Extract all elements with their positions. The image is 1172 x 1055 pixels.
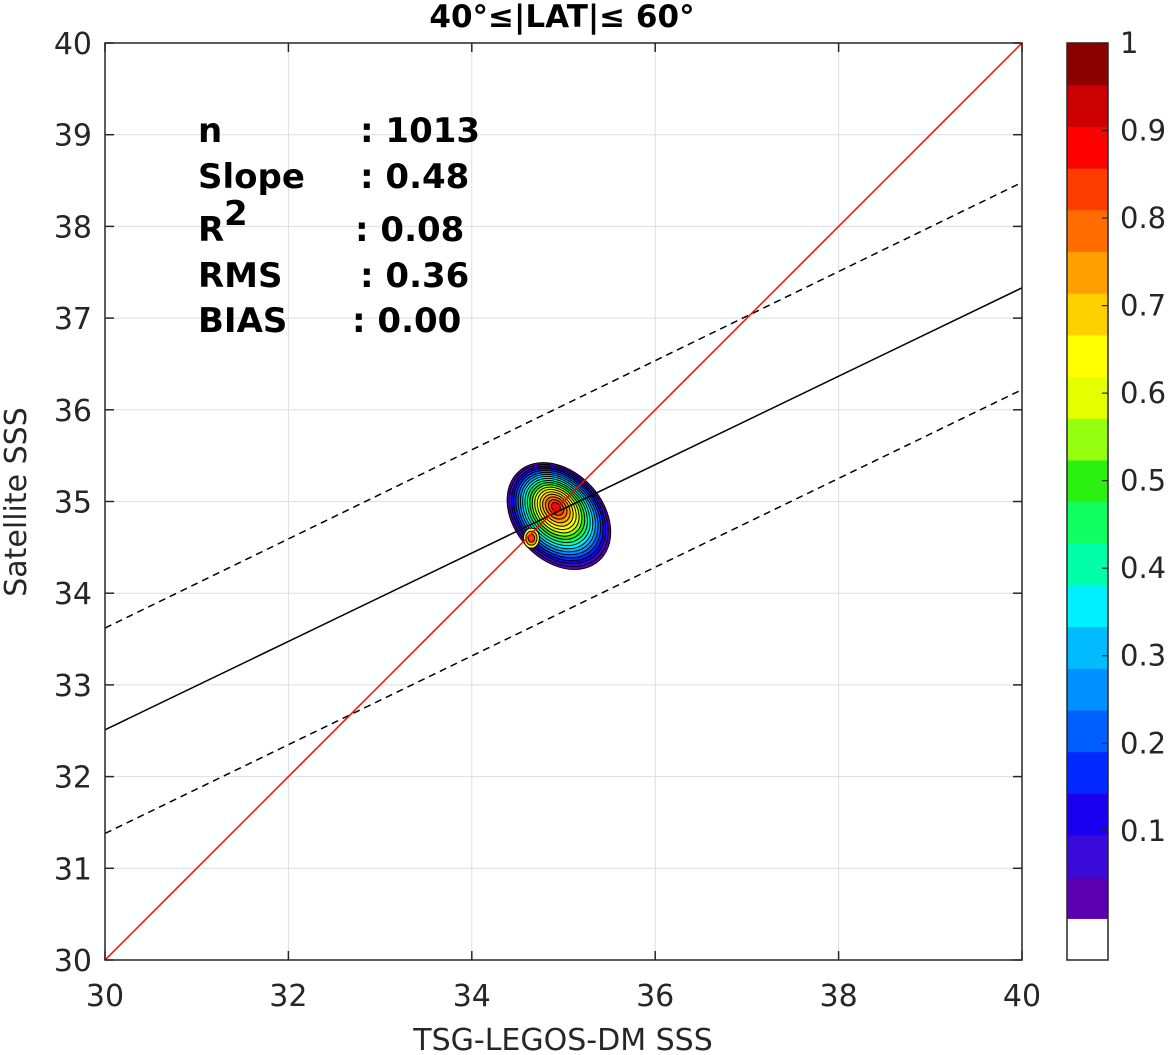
colorbar-tick-label: 0.2 [1120, 726, 1166, 760]
colorbar-tick-label: 0.7 [1120, 289, 1166, 323]
upper-bound-line [105, 181, 1022, 629]
colorbar-segment [1067, 376, 1108, 419]
x-axis-label: TSG-LEGOS-DM SSS [412, 1023, 713, 1055]
y-tick-label: 35 [54, 486, 92, 521]
colorbar-segment [1067, 834, 1108, 878]
y-tick-label: 36 [54, 394, 92, 429]
plot-frame [104, 42, 1023, 961]
stat-label-superscript: 2 [224, 194, 248, 234]
colorbar-segment [1067, 251, 1108, 294]
x-tick-label: 38 [820, 979, 858, 1014]
colorbar-segment [1067, 43, 1108, 86]
colorbar-segment [1067, 751, 1108, 794]
stat-label: BIAS [198, 301, 287, 341]
stat-value: : 0.48 [360, 157, 469, 197]
colorbar-segment [1067, 418, 1108, 461]
stat-label: n [198, 111, 222, 151]
colorbar-segment [1067, 126, 1108, 169]
colorbar-tick-label: 0.8 [1120, 201, 1166, 235]
colorbar-segment [1067, 543, 1108, 586]
grid [104, 42, 1023, 961]
stat-label: Slope [198, 157, 305, 197]
y-tick-label: 34 [54, 577, 92, 612]
x-tick-label: 40 [1003, 979, 1041, 1014]
x-tick-label: 30 [86, 979, 124, 1014]
colorbar-segment [1067, 84, 1108, 127]
stat-value: : 0.36 [360, 256, 469, 296]
colorbar-segment [1067, 168, 1108, 211]
y-tick-label: 31 [54, 852, 92, 887]
stat-value: : 0.00 [352, 301, 461, 341]
colorbar-segment [1067, 584, 1108, 628]
colorbar-segment [1067, 293, 1108, 336]
colorbar-tick-label: 0.9 [1120, 114, 1166, 148]
y-tick-label: 33 [54, 669, 92, 704]
y-tick-label: 30 [54, 944, 92, 979]
colorbar-segment [1067, 626, 1108, 669]
density-contours [506, 462, 612, 571]
x-tick-labels: 30 32 34 36 38 40 [86, 979, 1041, 1014]
stat-label: RMS [198, 256, 283, 296]
x-tick-label: 34 [453, 979, 491, 1014]
colorbar-frame [1066, 42, 1109, 961]
colorbar-segment [1067, 209, 1108, 253]
y-tick-labels: 30 31 32 33 34 35 36 37 38 39 40 [54, 27, 92, 979]
colorbar-segment [1067, 918, 1108, 961]
colorbar: 0.1 0.2 0.3 0.4 0.5 0.6 0.7 0.8 0.9 1 [1066, 26, 1166, 961]
colorbar-segment [1067, 334, 1108, 378]
stat-label: R [198, 210, 224, 250]
lower-bound-line [105, 388, 1022, 835]
colorbar-tick-label: 1 [1120, 26, 1138, 60]
colorbar-tick-label: 0.5 [1120, 464, 1166, 498]
x-tick-label: 36 [636, 979, 674, 1014]
colorbar-segment [1067, 876, 1108, 919]
y-tick-label: 40 [54, 27, 92, 62]
y-tick-label: 39 [54, 119, 92, 154]
y-axis-label: Satellite SSS [0, 407, 34, 597]
stats-box: n : 1013 Slope : 0.48 R 2 : 0.08 RMS : 0.36 BIAS:… [198, 111, 480, 341]
x-tick-label: 32 [269, 979, 307, 1014]
chart-title: 40°≤|LAT|≤ 60° [429, 0, 694, 35]
colorbar-segment [1067, 501, 1108, 544]
colorbar-segment [1067, 459, 1108, 503]
colorbar-segment [1067, 709, 1108, 753]
y-tick-label: 38 [54, 210, 92, 245]
colorbar-tick-label: 0.6 [1120, 376, 1166, 410]
colorbar-segment [1067, 793, 1108, 836]
colorbar-segment [1067, 668, 1108, 711]
regression-line [105, 287, 1022, 731]
identity-line [105, 43, 1022, 960]
y-tick-label: 32 [54, 761, 92, 796]
colorbar-tick-label: 0.1 [1120, 814, 1166, 848]
colorbar-tick-label: 0.3 [1120, 639, 1166, 673]
colorbar-tick-label: 0.4 [1120, 551, 1166, 585]
y-tick-label: 37 [54, 302, 92, 337]
stat-value: : 1013 [360, 111, 480, 151]
stat-value: : 0.08 [355, 210, 464, 250]
reference-lines [105, 43, 1022, 960]
